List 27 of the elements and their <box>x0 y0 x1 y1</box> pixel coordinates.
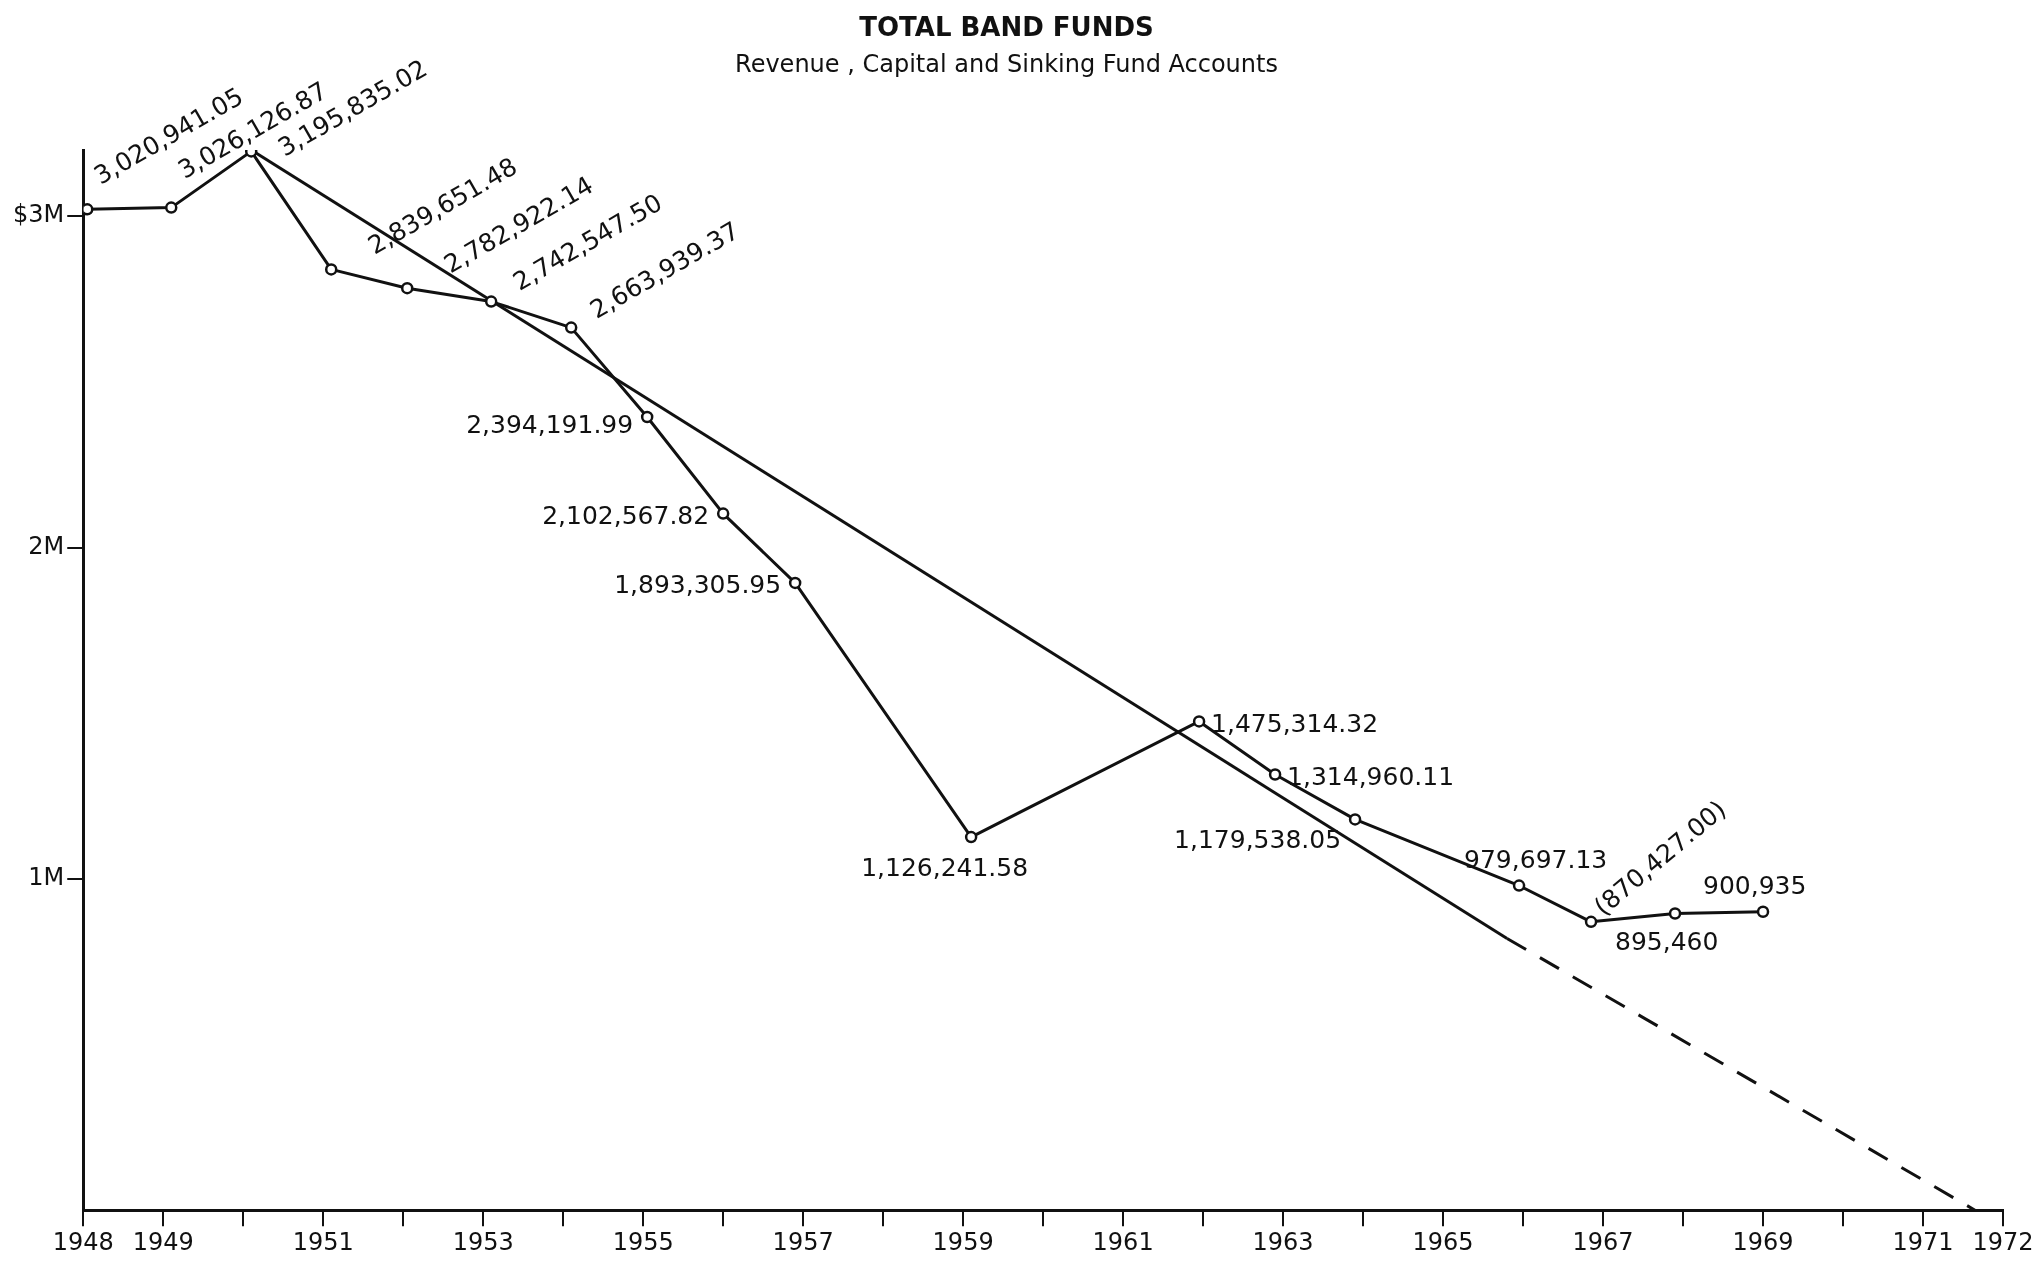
x-tick-label: 1967 <box>1572 1227 1634 1256</box>
x-tick-label: 1963 <box>1252 1227 1314 1256</box>
data-label: 1,179,538.05 <box>1174 824 1342 854</box>
x-tick-label: 1948 <box>52 1227 114 1256</box>
y-tick-label: $3M <box>13 200 65 229</box>
x-tick-label: 1959 <box>932 1227 994 1256</box>
x-tick-label: 1951 <box>292 1227 354 1256</box>
chart-subtitle: Revenue , Capital and Sinking Fund Accounts <box>735 49 1278 78</box>
data-label: 1,475,314.32 <box>1211 708 1379 738</box>
y-tick-label: 2M <box>28 531 65 560</box>
x-tick-label: 1953 <box>452 1227 514 1256</box>
x-tick-label: 1955 <box>612 1227 674 1256</box>
x-tick-label: 1969 <box>1732 1227 1794 1256</box>
data-label: 1,893,305.95 <box>614 570 782 600</box>
x-tick-label: 1971 <box>1892 1227 1954 1256</box>
x-tick-label: 1972 <box>1972 1227 2034 1256</box>
data-label: 1,126,241.58 <box>861 852 1029 882</box>
chart-title: TOTAL BAND FUNDS <box>859 12 1154 43</box>
data-label: 2,394,191.99 <box>466 410 634 440</box>
data-label: 2,102,567.82 <box>542 501 710 531</box>
x-tick-label: 1949 <box>132 1227 194 1256</box>
x-tick-label: 1961 <box>1092 1227 1154 1256</box>
data-label: 1,314,960.11 <box>1287 762 1455 792</box>
data-label: 895,460 <box>1615 927 1719 957</box>
x-tick-label: 1957 <box>772 1227 834 1256</box>
y-tick-label: 1M <box>28 863 65 892</box>
x-tick-label: 1965 <box>1412 1227 1474 1256</box>
